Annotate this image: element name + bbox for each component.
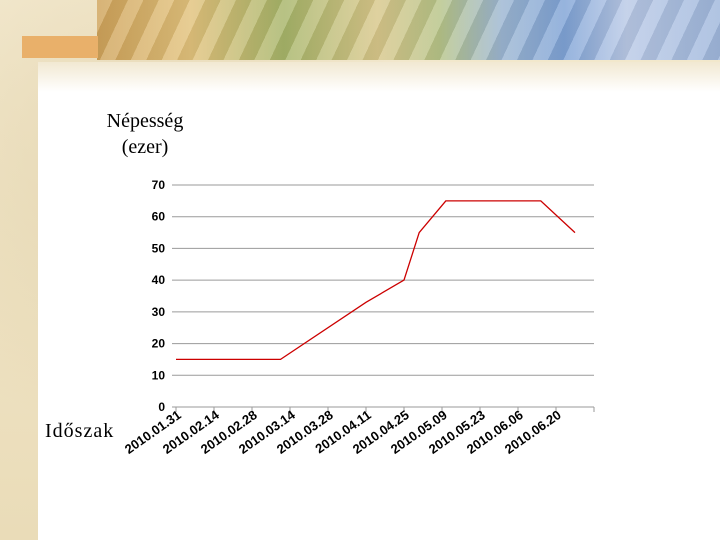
y-tick-labels: 0 10 20 30 40 50 60 70 — [152, 178, 166, 414]
y-tick-label: 20 — [152, 337, 166, 351]
y-tick-label: 0 — [158, 400, 165, 414]
series-line-0 — [176, 200, 576, 361]
y-tick-label: 10 — [152, 368, 166, 382]
x-axis-title: Időszak — [45, 420, 115, 442]
y-axis-title: Népesség (ezer) — [80, 108, 210, 160]
slide-card — [38, 62, 720, 540]
y-tick-label: 30 — [152, 305, 166, 319]
x-axis — [172, 406, 595, 412]
y-tick-label: 70 — [152, 178, 166, 192]
series-lines — [176, 200, 576, 361]
decorative-stripe — [22, 36, 98, 58]
y-tick-label: 40 — [152, 273, 166, 287]
card-top-fade — [38, 62, 720, 92]
y-axis-title-line1: Népesség — [106, 110, 184, 132]
y-tick-label: 60 — [152, 210, 166, 224]
decorative-banner — [97, 0, 720, 60]
y-axis-title-line2: (ezer) — [121, 136, 169, 158]
x-tick-labels: 2010.01.312010.02.142010.02.282010.03.14… — [122, 407, 564, 457]
y-tick-label: 50 — [152, 241, 166, 255]
gridlines — [172, 184, 594, 376]
